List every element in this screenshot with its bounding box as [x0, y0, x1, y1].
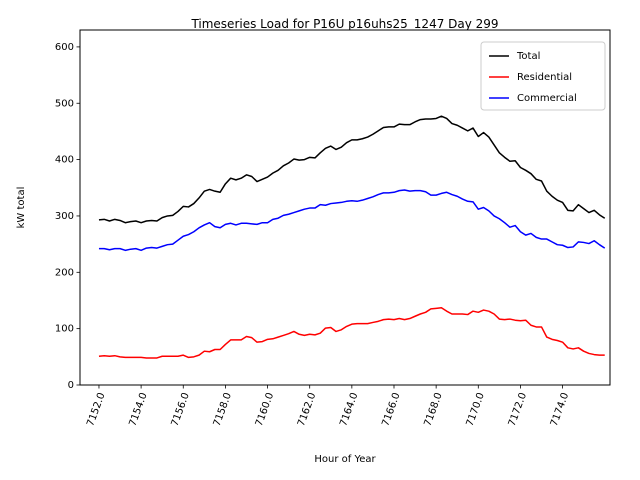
- x-tick-label: 7170.0: [465, 391, 487, 428]
- x-tick-label: 7168.0: [422, 391, 444, 428]
- x-tick-label: 7166.0: [380, 391, 402, 428]
- x-axis-label: Hour of Year: [314, 454, 376, 465]
- y-axis-label: kW total: [16, 187, 27, 229]
- x-tick-label: 7172.0: [507, 391, 529, 428]
- chart-title: Timeseries Load for P16U p16uhs25_1247 D…: [190, 17, 498, 31]
- series-line-commercial: [98, 189, 606, 252]
- y-tick-label: 200: [55, 267, 74, 278]
- legend: Total Residential Commercial: [480, 41, 606, 111]
- series-line-residential: [98, 307, 605, 359]
- x-tick-label: 7160.0: [254, 391, 276, 428]
- y-tick-label: 500: [55, 98, 74, 109]
- legend-label-commercial: Commercial: [517, 93, 577, 104]
- legend-box: [480, 41, 606, 111]
- plot-frame: [79, 29, 611, 386]
- series-line-total: [98, 115, 606, 224]
- x-tick-label: 7158.0: [212, 391, 234, 428]
- x-tick-label: 7156.0: [170, 391, 192, 428]
- legend-label-residential: Residential: [517, 72, 572, 83]
- y-tick-label: 400: [55, 155, 74, 166]
- x-tick-label: 7152.0: [85, 391, 107, 428]
- y-tick-label: 100: [55, 324, 74, 335]
- x-tick-label: 7162.0: [296, 391, 318, 428]
- y-tick-label: 300: [55, 211, 74, 222]
- x-tick-label: 7154.0: [127, 391, 149, 428]
- y-tick-label: 600: [55, 42, 74, 53]
- x-tick-label: 7174.0: [549, 391, 571, 428]
- y-tick-label: 0: [68, 380, 74, 391]
- x-tick-label: 7164.0: [338, 391, 360, 428]
- legend-label-total: Total: [516, 51, 540, 62]
